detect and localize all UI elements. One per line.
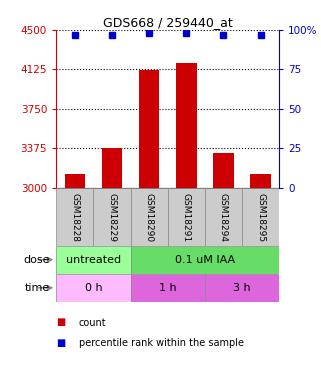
Text: dose: dose <box>23 255 50 265</box>
Title: GDS668 / 259440_at: GDS668 / 259440_at <box>103 16 233 29</box>
Bar <box>250 174 271 188</box>
Text: untreated: untreated <box>66 255 121 265</box>
Bar <box>242 188 279 246</box>
Bar <box>176 63 196 188</box>
Text: 0 h: 0 h <box>84 283 102 293</box>
Text: GSM18291: GSM18291 <box>182 194 191 243</box>
Text: percentile rank within the sample: percentile rank within the sample <box>79 338 244 348</box>
Bar <box>168 188 205 246</box>
Text: GSM18290: GSM18290 <box>145 194 154 243</box>
Bar <box>93 188 131 246</box>
Text: GSM18228: GSM18228 <box>70 194 79 242</box>
Bar <box>102 148 122 188</box>
Bar <box>139 70 159 188</box>
Bar <box>56 274 131 302</box>
Text: time: time <box>24 283 50 293</box>
Text: ■: ■ <box>56 318 65 327</box>
Bar <box>205 188 242 246</box>
Bar <box>131 188 168 246</box>
Text: count: count <box>79 318 106 327</box>
Bar <box>56 246 131 274</box>
Bar <box>65 174 85 188</box>
Bar <box>131 246 279 274</box>
Bar <box>131 274 205 302</box>
Bar <box>205 274 279 302</box>
Text: GSM18229: GSM18229 <box>108 194 117 242</box>
Text: ■: ■ <box>56 338 65 348</box>
Bar <box>213 153 234 188</box>
Text: GSM18295: GSM18295 <box>256 194 265 243</box>
Text: 3 h: 3 h <box>233 283 251 293</box>
Text: GSM18294: GSM18294 <box>219 194 228 242</box>
Bar <box>56 188 93 246</box>
Text: 1 h: 1 h <box>159 283 177 293</box>
Text: 0.1 uM IAA: 0.1 uM IAA <box>175 255 235 265</box>
